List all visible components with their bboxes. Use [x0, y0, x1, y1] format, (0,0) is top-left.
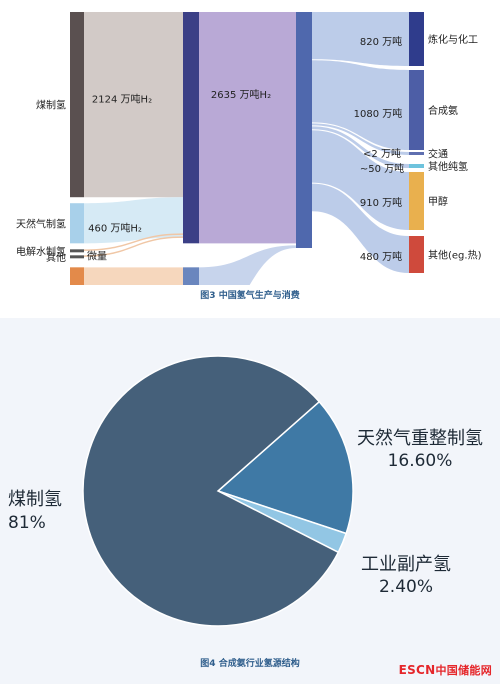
consumer-node	[409, 236, 424, 273]
pie-slice-value: 81%	[8, 513, 46, 533]
logo-site-text: 中国储能网	[435, 664, 492, 677]
consumer-flow-value: 910 万吨	[360, 196, 402, 209]
consumer-flow-value: 480 万吨	[360, 250, 402, 263]
sankey-flows	[84, 12, 409, 330]
escn-logo: ESCN中国储能网	[399, 662, 492, 678]
flow-natural-gas	[84, 197, 183, 244]
flow-electrolysis	[84, 233, 183, 251]
pie-slice	[216, 400, 354, 535]
consumer-flow-value: 1080 万吨	[354, 107, 403, 120]
consumer-label: 交通	[428, 148, 448, 161]
consumer-flow	[312, 123, 409, 155]
pie-slice-label: 工业副产氢	[361, 554, 451, 575]
consumer-node	[409, 70, 424, 150]
consumer-label: 其他(eg.热)	[428, 249, 482, 262]
source-flow-value: 微量	[87, 249, 107, 262]
consumer-flow-value: <2 万吨	[363, 147, 401, 160]
consumer-label: 其他纯氢	[428, 160, 468, 173]
source-node	[70, 249, 84, 253]
consumer-node	[409, 152, 424, 155]
consumer-flow	[312, 12, 409, 66]
source-flow-value: 2124 万吨H₂	[92, 93, 152, 106]
consumer-node	[409, 172, 424, 230]
consumer-flow	[312, 130, 409, 230]
source-node	[70, 255, 84, 259]
consumer-flow	[312, 60, 409, 150]
pie-slice	[82, 355, 340, 627]
pie-slice-label: 煤制氢	[8, 489, 62, 510]
flow-coal	[84, 12, 183, 198]
flow-byproduct-main	[199, 245, 296, 330]
consumer-flow-value: ~50 万吨	[360, 162, 404, 175]
source-node	[70, 12, 84, 198]
consumer-flow-value: 820 万吨	[360, 35, 402, 48]
consumer-flow	[312, 183, 409, 273]
total-node	[296, 12, 312, 248]
source-label: 天然气制氢	[16, 217, 66, 230]
pie-slice-value: 16.60%	[388, 451, 453, 471]
source-node	[70, 267, 84, 330]
consumer-label: 合成氨	[428, 104, 458, 117]
logo-esc-text: ESCN	[398, 663, 436, 677]
consumer-label: 甲醇	[428, 195, 448, 208]
flow-hub-main	[199, 12, 296, 244]
source-label: 煤制氢	[36, 99, 66, 112]
hub-flow-value: 2635 万吨H₂	[211, 88, 271, 101]
pie-slices	[82, 355, 354, 627]
consumer-flow	[312, 126, 409, 168]
consumer-node	[409, 12, 424, 66]
source-label: 其他	[46, 251, 66, 264]
flow-other	[84, 236, 183, 257]
pie-slice-value: 2.40%	[379, 577, 433, 597]
figure4-caption: 图4 合成氨行业氢源结构	[200, 659, 300, 669]
hub-node	[183, 12, 199, 244]
source-node	[70, 203, 84, 244]
source-flow-value: 460 万吨H₂	[88, 221, 142, 234]
consumer-node	[409, 164, 424, 168]
pie-figure: 煤制氢 81% 天然气重整制氢 16.60% 工业副产氢 2.40% 图4 合成氨行业氢源…	[0, 318, 500, 684]
source-label: 电解水制氢	[16, 245, 66, 258]
consumer-label: 炼化与化工	[428, 33, 478, 46]
flow-byproduct	[84, 267, 183, 330]
byproduct-node	[183, 267, 199, 330]
pie-slice-label: 天然气重整制氢	[357, 428, 483, 449]
figure3-caption: 图3 中国氢气生产与消费	[200, 291, 300, 301]
